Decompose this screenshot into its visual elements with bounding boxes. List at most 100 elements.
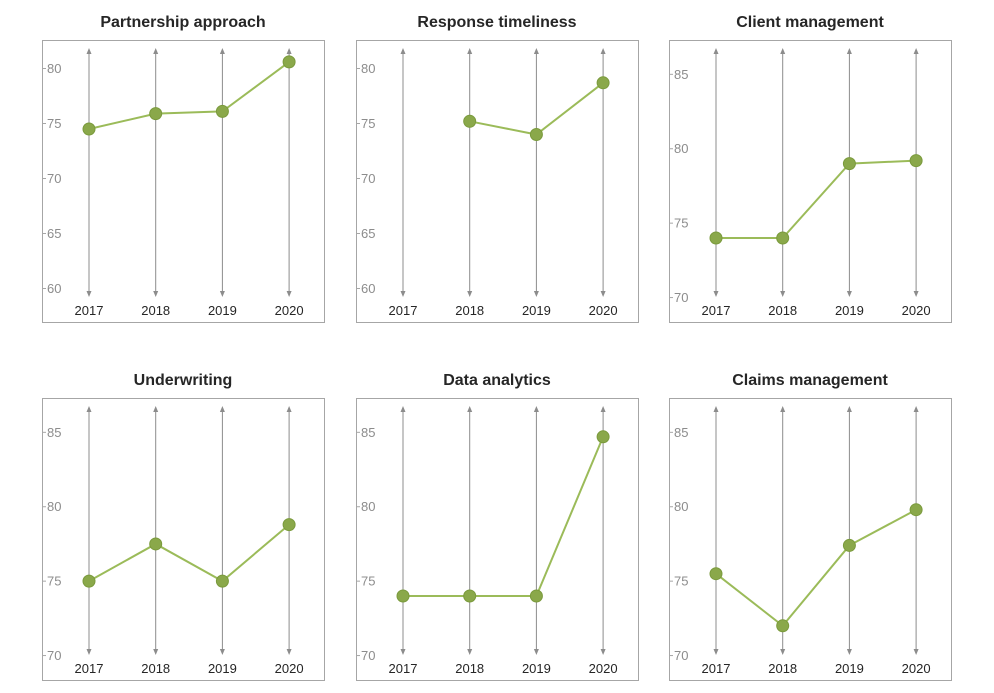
chart-plot: 2017 2018 2019 2020 70 75 80 85 <box>42 398 325 681</box>
arrow-down-icon <box>713 291 719 297</box>
arrow-down-icon <box>153 649 159 655</box>
series-line <box>403 436 605 598</box>
data-point <box>596 76 610 90</box>
chart-plot: 2017 2018 2019 2020 60 65 70 75 80 <box>356 40 639 323</box>
data-point <box>842 157 856 171</box>
arrow-down-icon <box>533 649 539 655</box>
data-point <box>215 574 229 588</box>
x-tick-label: 2019 <box>208 661 237 676</box>
x-tick-label: 2017 <box>389 661 418 676</box>
data-point <box>282 55 296 69</box>
arrow-up-icon <box>600 406 606 412</box>
arrow-up-icon <box>913 406 919 412</box>
chart-plot: 2017 2018 2019 2020 70 75 80 85 <box>356 398 639 681</box>
arrow-up-icon <box>153 48 159 54</box>
y-tick-label: 80 <box>361 499 375 514</box>
arrow-down-icon <box>286 649 292 655</box>
series-line <box>88 523 290 583</box>
x-tick-label: 2020 <box>589 661 618 676</box>
chart-title: Client management <box>736 14 884 31</box>
y-tick-label: 75 <box>47 116 61 131</box>
data-point <box>596 430 610 444</box>
x-tick-label: 2018 <box>141 661 170 676</box>
y-tick-label: 75 <box>361 574 375 589</box>
arrow-down-icon <box>467 649 473 655</box>
arrow-down-icon <box>600 291 606 297</box>
arrow-up-icon <box>533 406 539 412</box>
arrow-down-icon <box>846 649 852 655</box>
y-tick-label: 85 <box>674 67 688 82</box>
y-tick-label: 70 <box>361 171 375 186</box>
y-tick-label: 80 <box>47 61 61 76</box>
arrow-up-icon <box>219 48 225 54</box>
x-tick-label: 2020 <box>589 303 618 318</box>
arrow-up-icon <box>846 48 852 54</box>
y-tick-label: 60 <box>361 281 375 296</box>
y-tick-label: 75 <box>47 574 61 589</box>
arrow-up-icon <box>86 406 92 412</box>
series-line <box>88 61 290 130</box>
chart-plot: 2017 2018 2019 2020 60 65 70 75 80 <box>42 40 325 323</box>
x-tick-label: 2018 <box>455 661 484 676</box>
chart-title: Claims management <box>732 372 888 389</box>
x-tick-label: 2018 <box>455 303 484 318</box>
data-point <box>842 538 856 552</box>
arrow-up-icon <box>219 406 225 412</box>
plot-frame <box>669 398 952 681</box>
arrow-up-icon <box>153 406 159 412</box>
x-tick-label: 2017 <box>389 303 418 318</box>
arrow-down-icon <box>400 291 406 297</box>
arrow-up-icon <box>286 48 292 54</box>
arrow-up-icon <box>400 48 406 54</box>
arrow-down-icon <box>913 649 919 655</box>
arrow-down-icon <box>219 649 225 655</box>
x-tick-label: 2020 <box>902 661 931 676</box>
x-tick-label: 2018 <box>141 303 170 318</box>
data-point <box>82 574 96 588</box>
plot-frame <box>42 40 325 323</box>
data-point <box>529 128 543 141</box>
arrow-up-icon <box>533 48 539 54</box>
x-tick-label: 2020 <box>902 303 931 318</box>
x-tick-label: 2017 <box>702 303 731 318</box>
arrow-up-icon <box>713 48 719 54</box>
y-tick-label: 70 <box>361 648 375 663</box>
data-point <box>776 619 790 633</box>
y-tick-label: 85 <box>47 425 61 440</box>
arrow-down-icon <box>219 291 225 297</box>
arrow-up-icon <box>467 48 473 54</box>
y-tick-label: 75 <box>674 574 688 589</box>
data-point <box>909 154 923 168</box>
x-tick-label: 2020 <box>275 303 304 318</box>
plot-frame <box>356 398 639 681</box>
data-point <box>463 589 477 603</box>
x-tick-label: 2019 <box>835 303 864 318</box>
data-point <box>82 122 96 136</box>
arrow-up-icon <box>86 48 92 54</box>
x-tick-label: 2017 <box>75 303 104 318</box>
series-line <box>716 159 917 240</box>
chart-plot: 2017 2018 2019 2020 70 75 80 85 <box>669 398 952 681</box>
data-point <box>776 231 790 245</box>
arrow-down-icon <box>286 291 292 297</box>
arrow-down-icon <box>713 649 719 655</box>
y-tick-label: 85 <box>361 425 375 440</box>
data-point <box>709 567 723 581</box>
data-point <box>529 589 543 603</box>
arrow-up-icon <box>286 406 292 412</box>
data-point <box>709 231 723 245</box>
data-point <box>149 537 163 551</box>
x-tick-label: 2019 <box>208 303 237 318</box>
y-tick-label: 80 <box>674 141 688 156</box>
arrow-down-icon <box>780 649 786 655</box>
chart-title: Response timeliness <box>417 14 577 31</box>
y-tick-label: 75 <box>361 116 375 131</box>
data-point <box>215 104 229 118</box>
chart-title: Data analytics <box>443 372 551 389</box>
arrow-down-icon <box>913 291 919 297</box>
plot-frame <box>42 398 325 681</box>
data-point <box>282 518 296 532</box>
arrow-down-icon <box>467 291 473 297</box>
arrow-down-icon <box>86 291 92 297</box>
arrow-down-icon <box>400 649 406 655</box>
